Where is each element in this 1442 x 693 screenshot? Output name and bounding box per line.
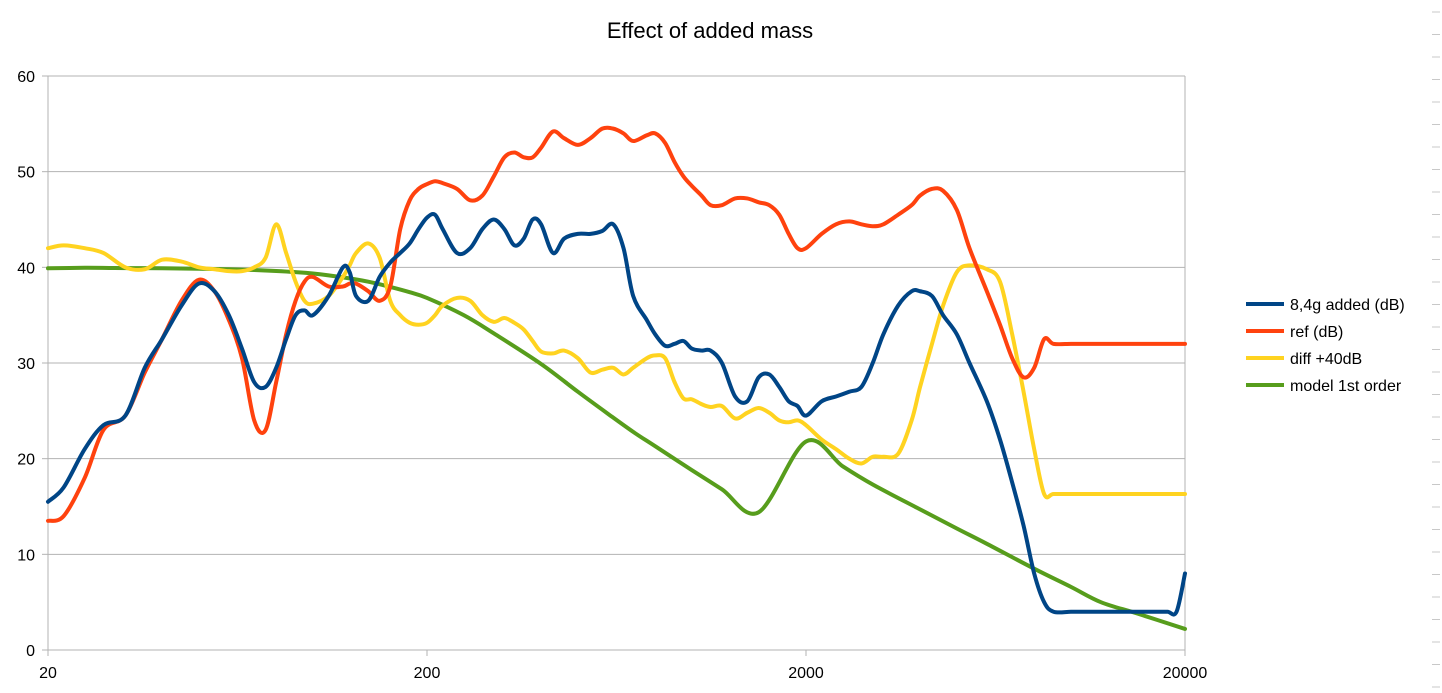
series-line-model-1st-order — [46, 265, 1187, 631]
y-tick-label: 30 — [17, 356, 35, 373]
legend-label: model 1st order — [1290, 378, 1402, 395]
y-tick-label: 60 — [17, 69, 35, 86]
y-tick-label: 50 — [17, 165, 35, 182]
y-tick-label: 0 — [26, 643, 35, 660]
x-tick-label: 20 — [39, 665, 57, 682]
chart-title: Effect of added mass — [607, 18, 813, 43]
x-tick-label: 20000 — [1163, 665, 1208, 682]
series-line-8-4g-added-db — [46, 212, 1187, 617]
series-line-ref-db — [46, 125, 1187, 523]
x-tick-label: 2000 — [788, 665, 824, 682]
legend-label: ref (dB) — [1290, 324, 1343, 341]
y-tick-label: 20 — [17, 452, 35, 469]
x-tick-label: 200 — [414, 665, 441, 682]
y-tick-label: 40 — [17, 260, 35, 277]
legend-label: 8,4g added (dB) — [1290, 297, 1405, 314]
series-line-diff-40db — [46, 222, 1187, 500]
y-tick-label: 10 — [17, 547, 35, 564]
legend-label: diff +40dB — [1290, 351, 1362, 368]
